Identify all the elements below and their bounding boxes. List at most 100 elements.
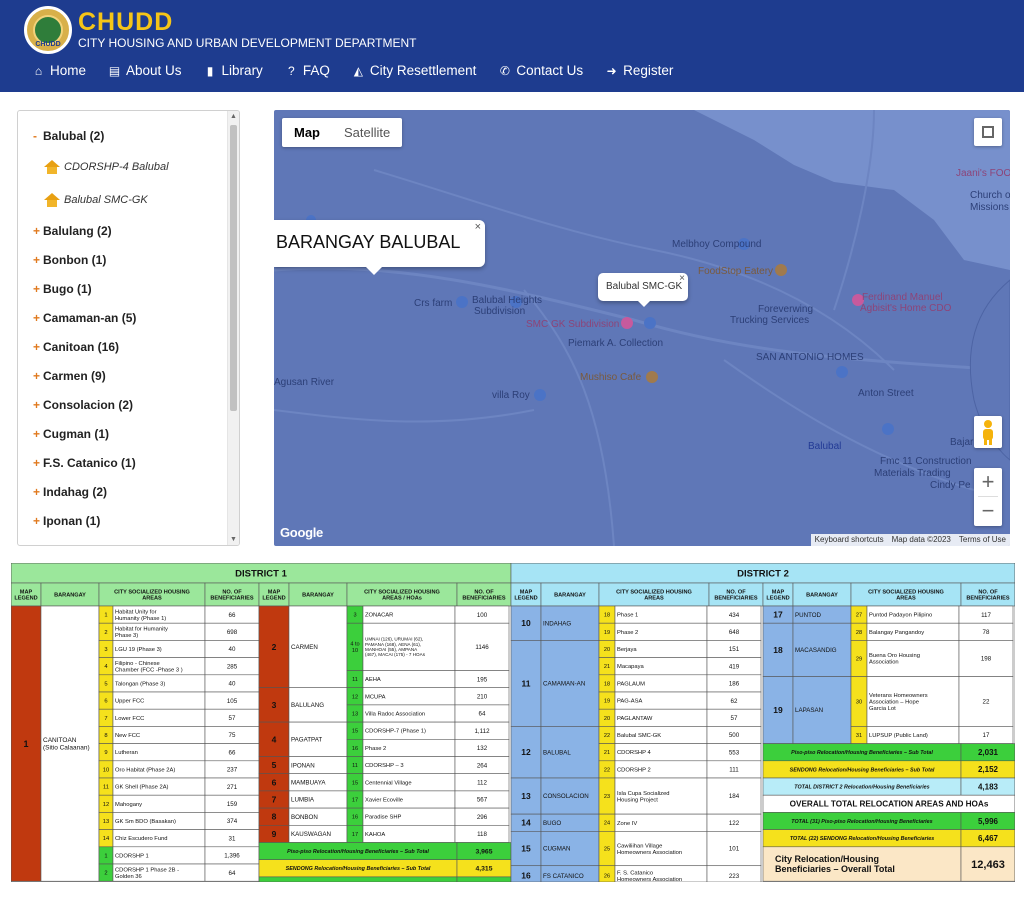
- area-name: MCUPA: [365, 694, 386, 700]
- scroll-down-arrow[interactable]: ▼: [230, 536, 237, 543]
- zoom-in-button[interactable]: +: [981, 469, 995, 494]
- tree-item-label: Indahag (2): [43, 484, 108, 499]
- area-name: F. S. Catanico: [617, 870, 653, 876]
- nav-register[interactable]: ➜ Register: [605, 63, 674, 78]
- brand-name[interactable]: CHUDD: [78, 8, 174, 36]
- tree-child-item[interactable]: Balubal SMC-GK: [18, 183, 228, 216]
- scroll-thumb[interactable]: [230, 125, 237, 411]
- map-legend-number: 11: [522, 678, 531, 688]
- beneficiaries-value: 66: [229, 612, 236, 619]
- barangay-name: IPONAN: [291, 762, 315, 769]
- nav-library[interactable]: ▮ Library: [204, 63, 263, 78]
- relocation-table: DISTRICT 1 DISTRICT 2 MAP LEGEND BARANGAY CIT…: [11, 563, 1015, 882]
- tree-item-consolacion[interactable]: + Consolacion (2): [18, 390, 228, 419]
- expand-icon[interactable]: +: [33, 455, 41, 470]
- expand-icon[interactable]: +: [33, 426, 41, 441]
- map-place-label: Cindy Pe: [930, 480, 971, 491]
- beneficiaries-value: 237: [227, 767, 238, 774]
- tree-item-bonbon[interactable]: + Bonbon (1): [18, 245, 228, 274]
- map-place-label: FoodStop Eatery: [698, 266, 774, 277]
- map-legend-cell: [510, 831, 542, 867]
- collapse-icon[interactable]: -: [33, 128, 37, 143]
- nav-faq[interactable]: ? FAQ: [285, 63, 330, 78]
- tree-item-camaman-an[interactable]: + Camaman-an (5): [18, 303, 228, 332]
- expand-icon[interactable]: +: [33, 339, 41, 354]
- map-legend-number: 12: [521, 747, 531, 757]
- map-type-satellite[interactable]: Satellite: [344, 125, 391, 140]
- beneficiaries-value: 64: [479, 711, 486, 718]
- tree-item-canitoan[interactable]: + Canitoan (16): [18, 332, 228, 361]
- beneficiaries-cell: [706, 831, 762, 867]
- terms-of-use-link[interactable]: Terms of Use: [958, 535, 1006, 544]
- area-name: PAG-ASA: [617, 699, 642, 705]
- expand-icon[interactable]: +: [33, 281, 41, 296]
- tree-item-indahag[interactable]: + Indahag (2): [18, 477, 228, 506]
- area-name: Homeowners Association: [617, 850, 682, 856]
- tree-item-iponan[interactable]: + Iponan (1): [18, 506, 228, 535]
- expand-icon[interactable]: +: [33, 223, 41, 238]
- nav-about-us[interactable]: ▤ About Us: [108, 63, 182, 78]
- zoom-control: + −: [974, 468, 1002, 526]
- barangay-list: - Balubal (2) CDORSHP-4 Balubal Balubal SMC…: [18, 111, 228, 546]
- zoom-out-button[interactable]: −: [978, 496, 998, 525]
- tree-item-kauswagan[interactable]: +Kauswagan (1): [18, 535, 228, 546]
- relocation-table-grid: DISTRICT 1 DISTRICT 2MAPLEGENDBARANGAYCIT…: [11, 563, 1015, 882]
- tree-item-carmen[interactable]: + Carmen (9): [18, 361, 228, 390]
- area-name: (467), MACAI (175) - 7 HOAs: [365, 652, 426, 657]
- tree-item-cugman[interactable]: + Cugman (1): [18, 419, 228, 448]
- nav-contact-us[interactable]: ✆ Contact Us: [498, 63, 583, 78]
- table-text: 15: [352, 780, 358, 786]
- beneficiaries-value: 78: [983, 629, 990, 636]
- column-header-text: CITY SOCIALIZED HOUSING: [616, 589, 692, 595]
- area-name: GK Shell (Phase 2A): [115, 785, 169, 791]
- barangay-info-window: BARANGAY BALUBAL ×: [274, 220, 485, 275]
- tree-item-label: Carmen (9): [43, 368, 106, 383]
- tree-item-f-s-catanico[interactable]: + F.S. Catanico (1): [18, 448, 228, 477]
- nav-city-resettlement[interactable]: ◭ City Resettlement: [352, 63, 477, 78]
- fullscreen-button[interactable]: [974, 118, 1002, 146]
- tree-item-bugo[interactable]: + Bugo (1): [18, 274, 228, 303]
- beneficiaries-value: 64: [229, 870, 236, 877]
- table-text: 2: [104, 630, 107, 636]
- beneficiaries-value: 1146: [475, 644, 489, 651]
- map-legend-cell: [11, 605, 42, 882]
- chudd-logo[interactable]: CHUDD: [24, 6, 72, 54]
- nav-home[interactable]: ⌂ Home: [32, 63, 86, 78]
- expand-icon[interactable]: +: [33, 543, 43, 546]
- google-map[interactable]: Jaani's FOO Church of GodMissions Philip M…: [274, 110, 1010, 546]
- beneficiaries-value: 112: [477, 779, 487, 786]
- street-view-pegman-icon[interactable]: [974, 416, 1002, 448]
- beneficiaries-value: 151: [729, 646, 740, 653]
- scroll-up-arrow[interactable]: ▲: [230, 113, 237, 120]
- table-text: 16: [352, 746, 358, 752]
- map-type-map[interactable]: Map: [294, 125, 320, 140]
- expand-icon[interactable]: +: [33, 397, 41, 412]
- tree-child-item[interactable]: CDORSHP-4 Balubal: [18, 150, 228, 183]
- map-place-label: Balubal: [808, 441, 842, 452]
- expand-icon[interactable]: +: [33, 513, 41, 528]
- tree-item-label: F.S. Catanico (1): [43, 455, 136, 470]
- total-value: 5,996: [978, 817, 999, 826]
- close-icon[interactable]: ×: [474, 221, 481, 233]
- table-text: 18: [604, 613, 610, 619]
- tree-item-balulang[interactable]: + Balulang (2): [18, 216, 228, 245]
- tree-item-balubal[interactable]: - Balubal (2): [18, 121, 228, 150]
- expand-icon[interactable]: +: [33, 252, 41, 267]
- beneficiaries-value: 40: [229, 681, 236, 688]
- column-header-text: AREAS: [142, 596, 162, 602]
- close-icon[interactable]: ×: [679, 273, 685, 284]
- column-header-text: NO. OF: [726, 589, 746, 595]
- keyboard-shortcuts-link[interactable]: Keyboard shortcuts: [814, 535, 884, 544]
- expand-icon[interactable]: +: [33, 310, 41, 325]
- expand-icon[interactable]: +: [33, 484, 41, 499]
- total-label: TOTAL (22) SENDONG Relocation/Housing Be…: [790, 836, 934, 842]
- expand-icon[interactable]: +: [33, 368, 41, 383]
- total-label: Beneficiaries – Overall Total: [775, 864, 895, 874]
- beneficiaries-value: 184: [729, 793, 740, 800]
- barangay-name: PAGATPAT: [291, 736, 322, 743]
- tree-scrollbar[interactable]: ▲ ▼: [227, 111, 239, 545]
- beneficiaries-value: 186: [729, 681, 740, 688]
- column-header-text: LEGEND: [14, 596, 37, 602]
- map-place-label: Piemark A. Collection: [568, 338, 664, 349]
- area-name: Lutheran: [115, 750, 138, 756]
